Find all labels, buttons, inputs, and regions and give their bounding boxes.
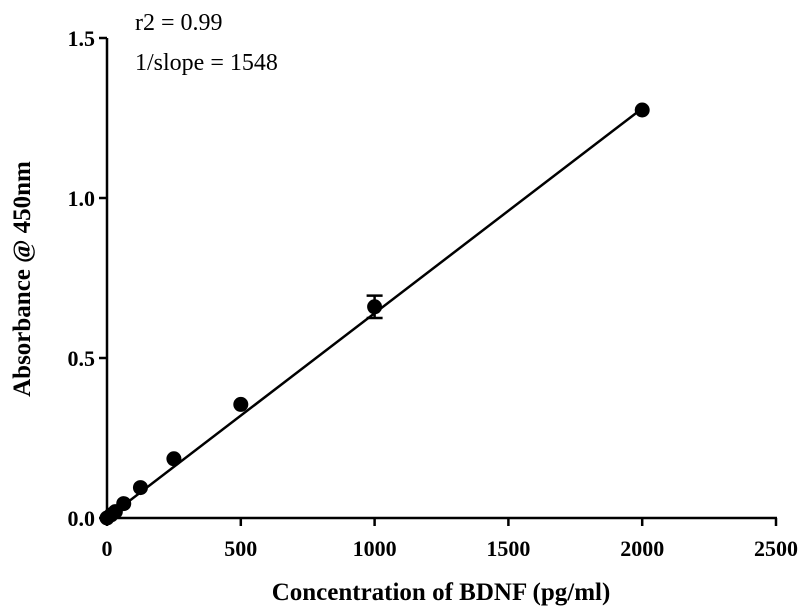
y-tick-label: 1.0 bbox=[68, 186, 96, 211]
data-points bbox=[99, 102, 650, 526]
x-tick-label: 2000 bbox=[620, 536, 664, 561]
y-axis-ticks: 0.0 0.5 1.0 1.5 bbox=[68, 26, 107, 531]
slope-annotation: 1/slope = 1548 bbox=[135, 50, 278, 76]
r-squared-annotation: r2 = 0.99 bbox=[135, 10, 223, 36]
x-axis-title: Concentration of BDNF (pg/ml) bbox=[272, 579, 611, 606]
y-tick-label: 0.5 bbox=[68, 346, 96, 371]
data-point bbox=[116, 496, 132, 512]
data-point bbox=[634, 102, 650, 118]
x-axis-ticks: 0 500 1000 1500 2000 2500 bbox=[102, 518, 798, 561]
data-point bbox=[132, 480, 148, 496]
x-tick-label: 1000 bbox=[353, 536, 397, 561]
x-tick-label: 0 bbox=[102, 536, 113, 561]
data-point bbox=[367, 299, 383, 315]
y-tick-label: 0.0 bbox=[68, 506, 96, 531]
x-tick-label: 1500 bbox=[486, 536, 530, 561]
y-tick-label: 1.5 bbox=[68, 26, 96, 51]
y-axis-title: Absorbance @ 450nm bbox=[9, 161, 36, 397]
x-tick-label: 500 bbox=[224, 536, 257, 561]
data-point bbox=[166, 451, 182, 467]
data-point bbox=[233, 396, 249, 412]
x-tick-label: 2500 bbox=[754, 536, 798, 561]
